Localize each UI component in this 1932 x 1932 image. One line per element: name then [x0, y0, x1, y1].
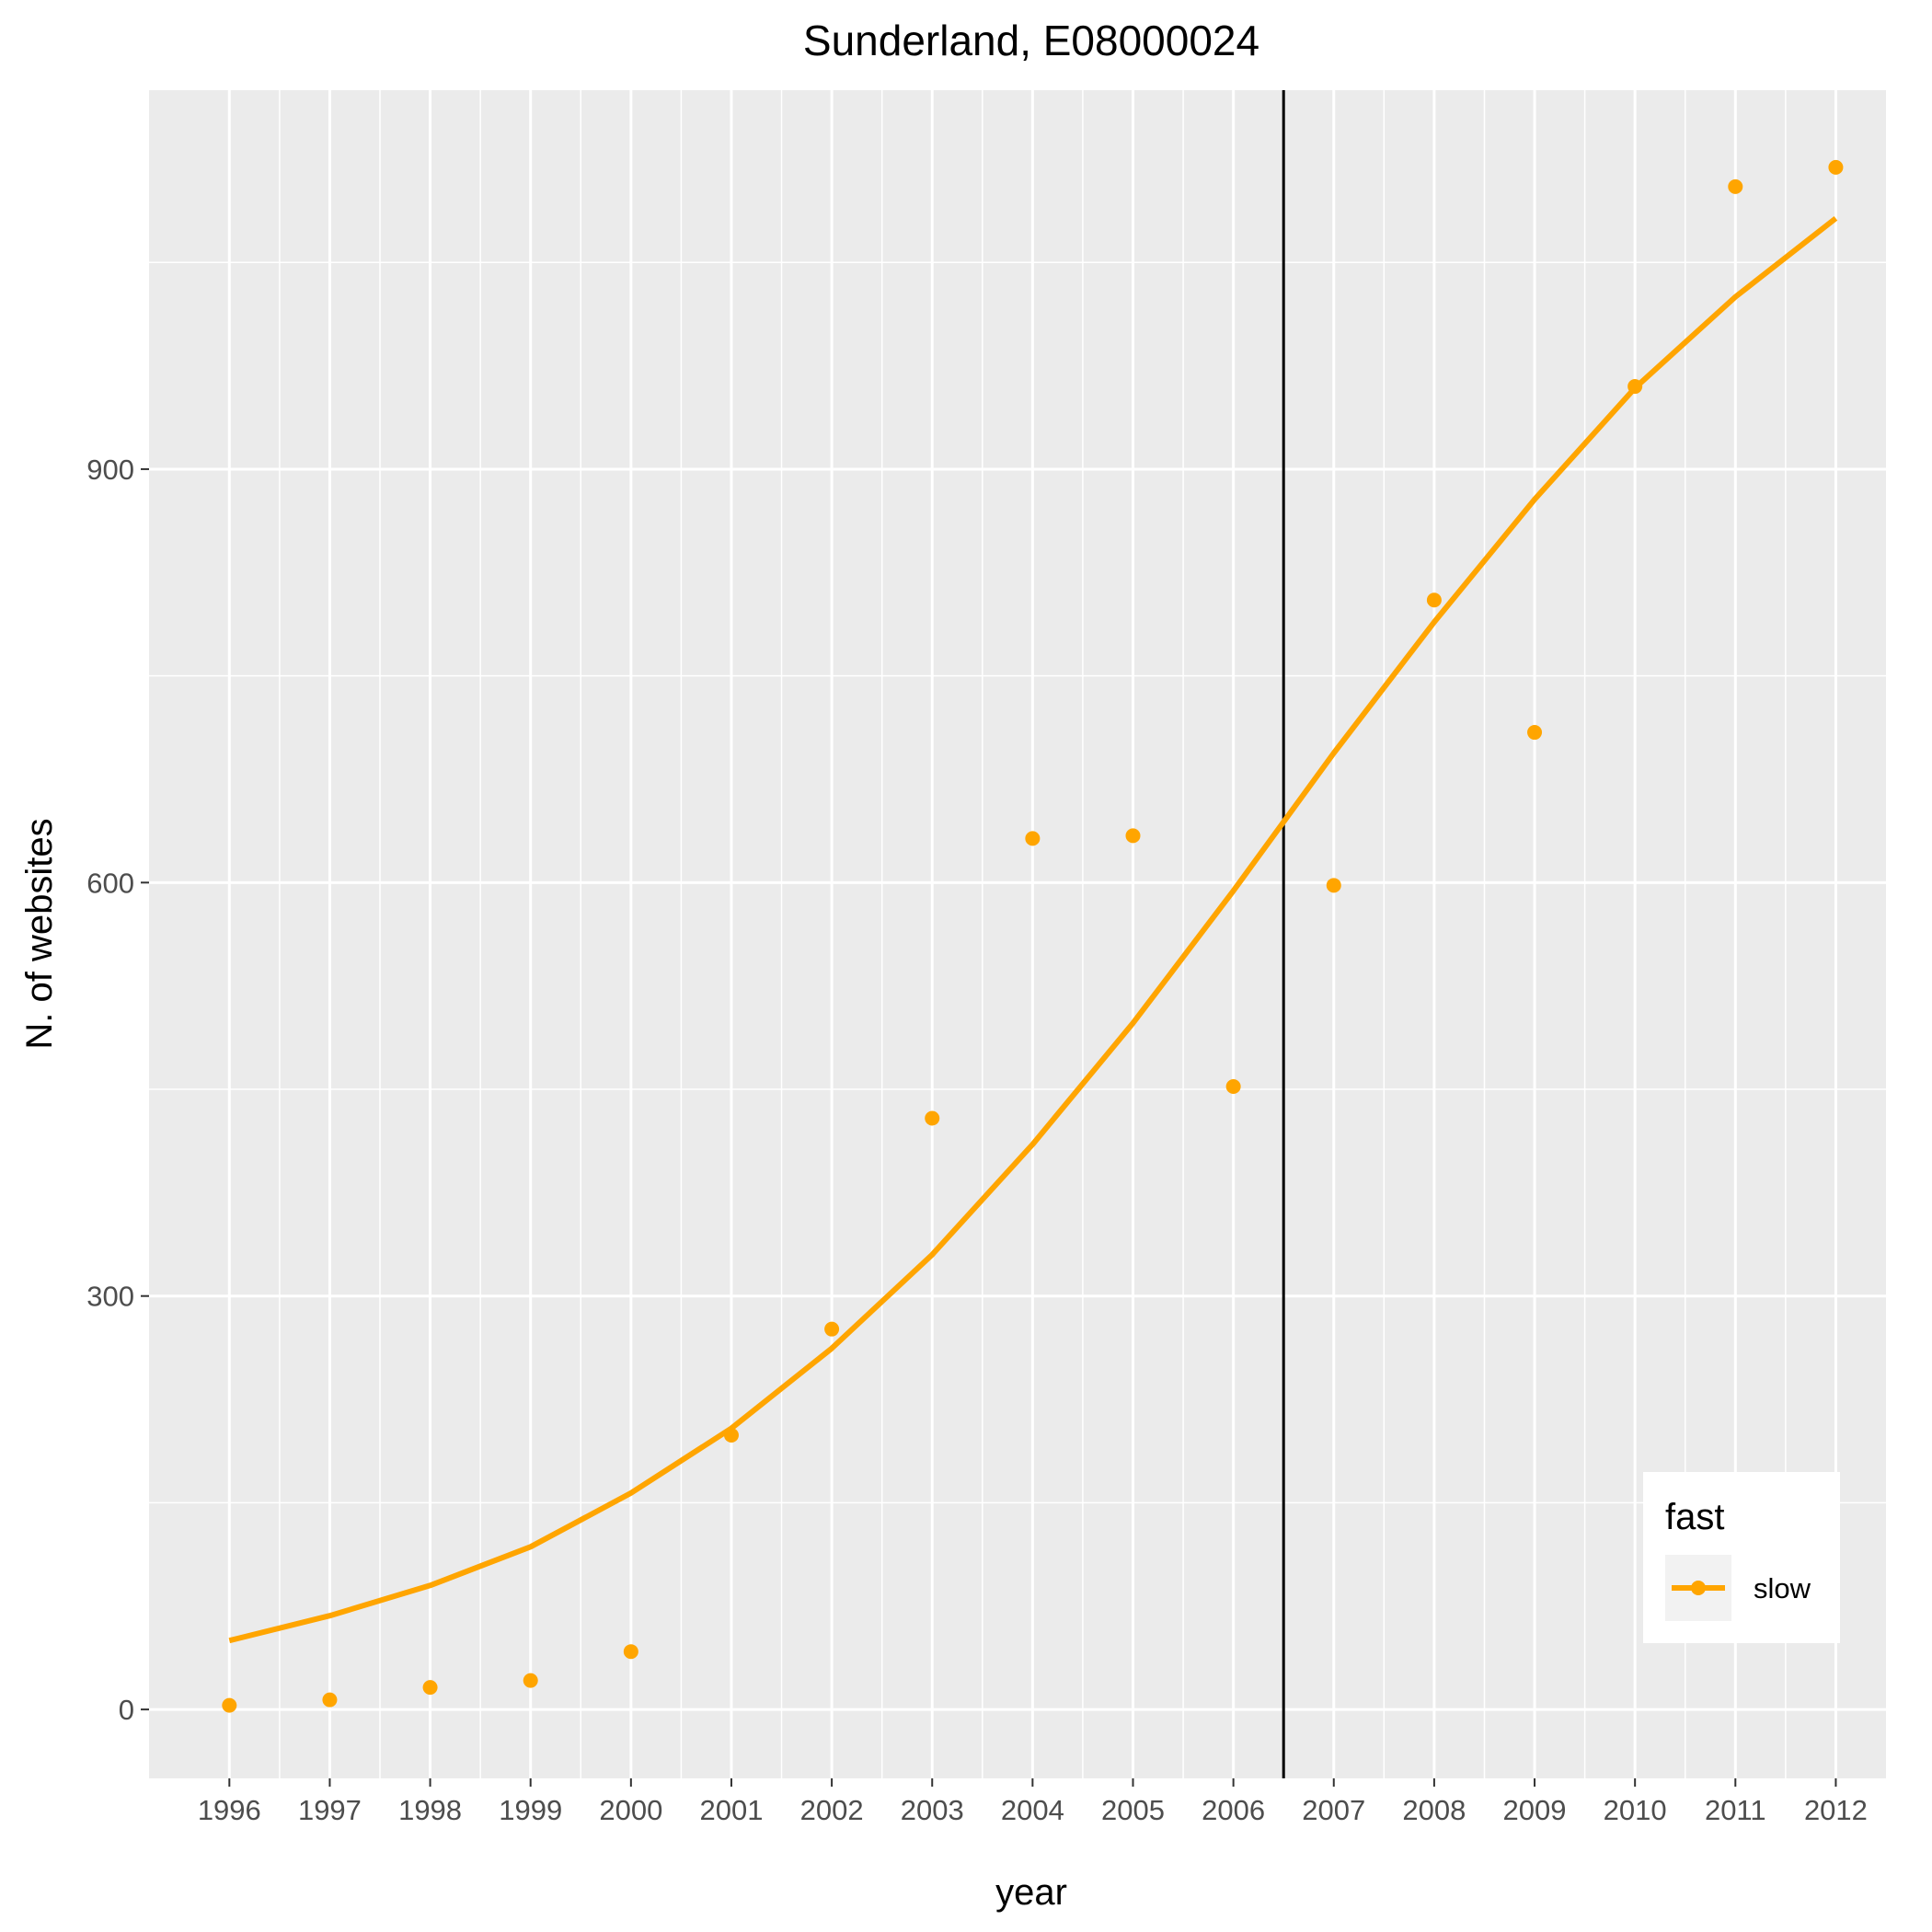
x-tick-label: 2011	[1705, 1794, 1766, 1826]
x-tick-label: 2010	[1604, 1794, 1667, 1826]
y-tick-label: 300	[86, 1281, 134, 1313]
y-axis: 0 300 600 900	[86, 454, 149, 1726]
x-tick-label: 1998	[398, 1794, 462, 1826]
data-point	[1025, 831, 1041, 846]
data-point	[925, 1110, 940, 1126]
x-axis: 1996 1997 1998 1999 2000 2001 2002 2003 2004 2005…	[198, 1778, 1868, 1826]
grid-minor	[149, 90, 1886, 1778]
x-tick-label: 2008	[1402, 1794, 1466, 1826]
data-points	[222, 159, 1844, 1713]
x-tick-label: 1996	[198, 1794, 261, 1826]
x-tick-label: 2001	[699, 1794, 763, 1826]
data-point	[322, 1692, 338, 1708]
y-tick-label: 900	[86, 454, 134, 486]
y-tick-label: 600	[86, 867, 134, 899]
smooth-line-slow	[228, 215, 1838, 1644]
x-tick-label: 2003	[901, 1794, 964, 1826]
legend: fast slow	[1643, 1472, 1840, 1643]
x-tick-label: 2007	[1302, 1794, 1365, 1826]
y-axis-title: N. of websites	[19, 818, 60, 1049]
x-tick-label: 2006	[1202, 1794, 1265, 1826]
legend-item-label: slow	[1754, 1572, 1811, 1604]
x-tick-label: 1997	[298, 1794, 362, 1826]
data-point	[1527, 725, 1543, 741]
data-point	[1426, 592, 1442, 608]
data-point	[1125, 828, 1141, 844]
legend-key-point	[1691, 1581, 1706, 1595]
data-point	[1225, 1079, 1241, 1095]
data-point	[623, 1644, 638, 1660]
data-point	[222, 1697, 237, 1713]
x-tick-label: 2009	[1503, 1794, 1567, 1826]
data-point	[1326, 878, 1341, 893]
x-tick-label: 1999	[499, 1794, 562, 1826]
data-point	[422, 1680, 438, 1696]
x-tick-label: 2012	[1804, 1794, 1868, 1826]
plot-panel	[149, 90, 1886, 1778]
data-point	[1828, 159, 1844, 175]
data-point	[1627, 379, 1643, 395]
data-point	[523, 1673, 538, 1688]
chart-title: Sunderland, E08000024	[803, 17, 1259, 64]
data-point	[723, 1428, 739, 1443]
x-tick-label: 2000	[599, 1794, 662, 1826]
x-tick-label: 2005	[1101, 1794, 1165, 1826]
data-point	[1728, 178, 1743, 194]
x-tick-label: 2004	[1001, 1794, 1064, 1826]
legend-title: fast	[1665, 1497, 1724, 1537]
x-tick-label: 2002	[800, 1794, 864, 1826]
data-point	[824, 1321, 840, 1337]
y-tick-label: 0	[119, 1694, 134, 1726]
x-axis-title: year	[995, 1872, 1067, 1913]
